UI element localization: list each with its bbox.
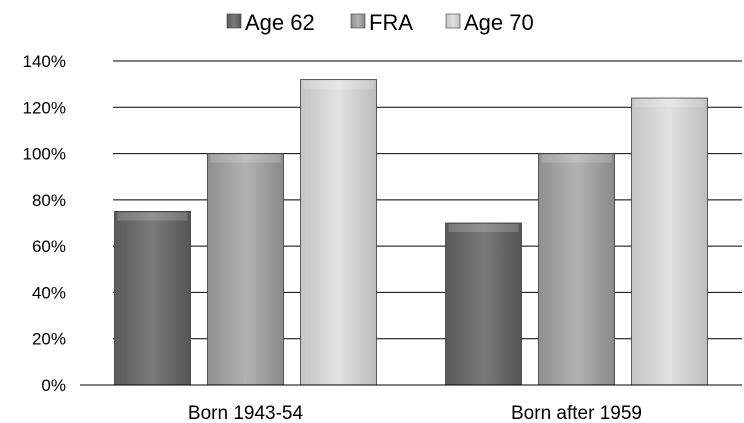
legend: Age 62 FRA Age 70 — [226, 10, 534, 35]
y-tick-label: 80% — [32, 191, 66, 210]
legend-label: Age 70 — [464, 10, 534, 35]
bar-bevel — [634, 99, 705, 108]
x-category-label: Born 1943-54 — [188, 403, 304, 423]
legend-label: Age 62 — [245, 10, 315, 35]
bar-age-62 — [114, 211, 191, 386]
bar-bevel — [541, 154, 612, 163]
x-axis-category-labels: Born 1943-54 Born after 1959 — [188, 403, 642, 423]
legend-label: FRA — [369, 10, 413, 35]
bar-fra — [207, 153, 284, 386]
bars — [114, 79, 708, 386]
y-tick-label: 120% — [23, 98, 66, 117]
y-tick-label: 40% — [32, 283, 66, 302]
y-tick-label: 0% — [41, 376, 66, 395]
bar-bevel — [448, 224, 519, 232]
y-tick-label: 20% — [32, 330, 66, 349]
legend-swatch — [350, 13, 366, 29]
x-category-label: Born after 1959 — [511, 403, 642, 423]
bar-age-70 — [300, 79, 377, 386]
bar-age-62 — [445, 222, 522, 386]
bar-bevel — [117, 212, 188, 221]
y-tick-label: 100% — [23, 145, 66, 164]
bar-fra — [538, 153, 615, 386]
y-tick-label: 60% — [32, 237, 66, 256]
bar-age-70 — [631, 97, 708, 386]
y-tick-label: 140% — [23, 52, 66, 71]
y-axis-tick-labels: 0% 20% 40% 60% 80% 100% 120% 140% — [23, 52, 66, 395]
bar-bevel — [303, 80, 374, 89]
legend-swatch — [226, 13, 242, 29]
legend-swatch — [445, 13, 461, 29]
bar-bevel — [210, 154, 281, 163]
